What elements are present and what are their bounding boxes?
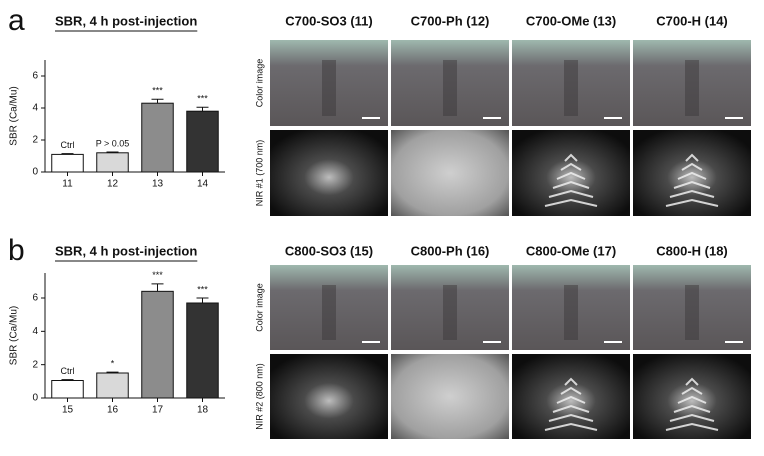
y-tick-label: 0 (32, 167, 38, 178)
bar-annotation: Ctrl (61, 366, 75, 376)
bar (141, 290, 174, 399)
x-tick-label: 13 (152, 179, 164, 190)
x-tick-label: 11 (62, 179, 73, 190)
nir-rib (669, 413, 715, 422)
bar (141, 102, 174, 173)
nir-rib (677, 395, 707, 404)
error-bar (196, 106, 209, 112)
bar-annotation: *** (197, 94, 208, 104)
image-title: C800-H (18) (656, 243, 728, 258)
bar (96, 372, 129, 399)
nir-rib (548, 189, 594, 198)
error-bar (61, 379, 74, 381)
chart-title: SBR, 4 h post-injection (55, 243, 197, 258)
panel-letter: b (8, 234, 25, 267)
nir-rib (552, 180, 590, 189)
bar-annotation: Ctrl (61, 140, 75, 150)
row-label: NIR #1 (700 nm) (254, 140, 264, 207)
row-label: NIR #2 (800 nm) (254, 363, 264, 430)
bar (51, 380, 84, 399)
nir-rib (548, 413, 594, 422)
nir-rib (556, 395, 586, 404)
nir-rib (552, 404, 590, 413)
nir-image (270, 130, 388, 216)
image-title: C800-SO3 (15) (285, 243, 373, 258)
bar (186, 110, 219, 173)
nir-rib (560, 386, 582, 395)
y-tick-label: 2 (32, 359, 38, 370)
bar (51, 153, 84, 173)
nir-rib (560, 162, 582, 171)
nir-image (270, 354, 388, 439)
y-axis-label: SBR (Ca/Mu) (9, 306, 20, 365)
chart-title: SBR, 4 h post-injection (55, 13, 197, 28)
y-axis-label: SBR (Ca/Mu) (9, 86, 20, 145)
bar-annotation: * (111, 359, 115, 369)
nir-rib (665, 422, 719, 431)
image-title: C800-Ph (16) (411, 243, 490, 258)
nir-rib (556, 171, 586, 180)
nir-rib (685, 153, 699, 162)
nir-rib (544, 422, 598, 431)
nir-image (391, 354, 509, 439)
image-title: C700-OMe (13) (526, 13, 616, 28)
error-bar (196, 297, 209, 303)
nir-rib (681, 162, 703, 171)
bar-annotation: *** (197, 284, 208, 294)
image-title: C700-SO3 (11) (285, 13, 372, 28)
error-bar (151, 283, 164, 292)
nir-rib (681, 386, 703, 395)
x-tick-label: 12 (107, 179, 119, 190)
panel-letter: a (8, 4, 25, 37)
x-tick-label: 17 (152, 405, 164, 416)
nir-rib (544, 198, 598, 207)
image-title: C700-Ph (12) (411, 13, 490, 28)
nir-image (391, 130, 509, 216)
nir-rib (669, 189, 715, 198)
bar-annotation: *** (152, 270, 163, 280)
nir-rib (685, 377, 699, 386)
bar (96, 152, 129, 173)
nir-rib (673, 404, 711, 413)
nir-rib (564, 377, 578, 386)
bar-annotation: P > 0.05 (96, 138, 130, 148)
error-bar (151, 98, 164, 104)
error-bar (61, 153, 74, 155)
nir-rib (564, 153, 578, 162)
error-bar (106, 151, 119, 153)
row-label: Color image (254, 59, 264, 108)
y-tick-label: 4 (32, 326, 38, 337)
y-tick-label: 4 (32, 103, 38, 114)
image-title: C800-OMe (17) (526, 243, 616, 258)
x-tick-label: 14 (197, 179, 209, 190)
image-title: C700-H (14) (656, 13, 728, 28)
x-tick-label: 15 (62, 405, 74, 416)
nir-rib (665, 198, 719, 207)
row-label: Color image (254, 283, 264, 332)
x-tick-label: 16 (107, 405, 119, 416)
y-tick-label: 2 (32, 135, 38, 146)
bar-annotation: *** (152, 86, 163, 96)
nir-rib (673, 180, 711, 189)
y-tick-label: 6 (32, 293, 38, 304)
y-tick-label: 0 (32, 393, 38, 404)
bar (186, 302, 219, 399)
x-tick-label: 18 (197, 405, 209, 416)
y-tick-label: 6 (32, 71, 38, 82)
nir-rib (677, 171, 707, 180)
error-bar (106, 371, 119, 373)
